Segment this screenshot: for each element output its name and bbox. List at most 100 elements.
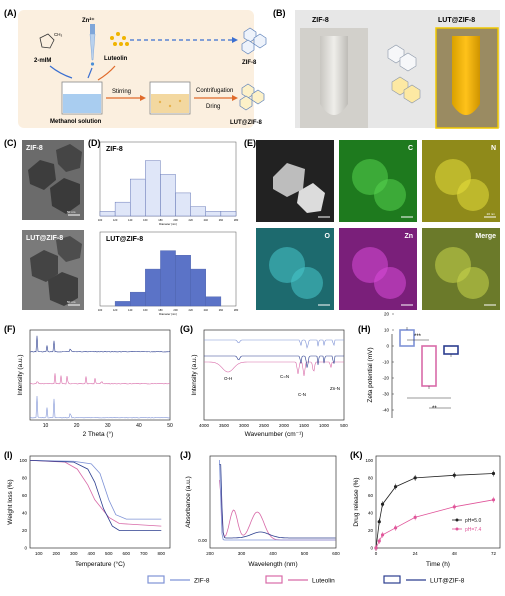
release-line [376,474,494,549]
panel-d: (D) 100 120 140 160 180 200 220 240 260 280 Diamet… [88,138,239,316]
eds-scale-label: 20 nm [487,212,496,216]
tga-line-zif8 [30,460,161,519]
histogram-tick: 120 [113,308,118,312]
histogram-bar [145,269,160,306]
histogram-bar [130,179,145,216]
histogram-bar [100,211,115,216]
histogram-xlabel: Diameter (nm) [159,222,177,226]
ftir-tick-label: 3000 [239,423,250,428]
histogram-bar [115,202,130,216]
eds-signal [457,267,489,299]
tga-ytick-label: 20 [22,528,28,533]
histogram-tick: 100 [98,308,103,312]
tga-line-luteolin [30,460,161,526]
histogram-bar [160,174,175,216]
histogram-bar [176,193,191,216]
histogram-xlabel: Diameter (nm) [159,312,177,316]
ftir-ylabel: Intensity (a.u.) [191,354,198,395]
panel-k-letter: (K) [350,450,363,460]
panel-k: (K) 0 24 48 72100806040200 pH=5.0pH=7.4 Tim… [350,450,500,568]
histogram-tick: 140 [128,218,133,222]
release-legend-marker [456,519,459,522]
ftir-tick-label: 3500 [219,423,230,428]
vial-zif8-label: ZIF-8 [312,17,329,24]
ftir-tick-label: 1000 [319,423,330,428]
histogram-title: LUT@ZIF-8 [106,236,143,243]
release-point [453,474,456,477]
zeta-tick-label: -30 [382,392,389,397]
histogram-tick: 160 [143,218,148,222]
release-point [414,516,417,519]
histogram-tick: 160 [143,308,148,312]
ftir-line-zif8 [204,340,344,348]
xrd-line-zif8 [30,396,170,418]
tga-ticks: 100 200 300 400 500 600 700 800100806040200 [19,458,165,556]
histogram-tick: 280 [234,308,239,312]
release-point [381,503,384,506]
uv-axes [210,456,336,548]
beaker-mixture-icon [150,82,190,114]
ftir-xlabel: Wavenumber (cm⁻¹) [245,431,304,438]
tga-xtick-label: 300 [70,551,78,556]
panel-j: (J) 200 300 400 500 6000.00 Wavelength (nm) … [180,450,340,568]
histogram-lut: 100 120 140 160 180 200 220 240 260 280 Diameter (… [98,232,239,316]
eds-tile-label: Merge [475,233,496,240]
histogram-bar [160,251,175,306]
xrd-tick-label: 10 [43,423,49,429]
eds-signal [374,267,406,299]
tga-xtick-label: 400 [87,551,95,556]
release-ylabel: Drug release (%) [353,477,360,526]
zeta-bar [400,330,414,346]
zeta-tick-label: 0 [386,344,389,349]
scale-bar-label: 50 nm [67,300,76,304]
panel-h: (H) 20 10 0 -10 -20 -30 -40 *** ** Zeta potent… [358,312,458,419]
histogram-tick: 240 [204,218,209,222]
drying-label: Dring [206,104,220,110]
panel-f-letter: (F) [4,324,16,334]
uv-xtick-label: 400 [269,551,277,556]
eds-tile-label: Zn [404,233,413,240]
release-ytick-label: 0 [370,546,373,551]
release-ytick-label: 60 [368,493,374,498]
beaker-methanol-icon [62,82,102,114]
tga-xtick-label: 800 [157,551,165,556]
panel-e-letter: (E) [244,138,256,148]
ftir-annotation-znn: Zn-N [330,386,340,391]
xrd-ylabel: Intensity (a.u.) [17,354,24,395]
panel-i: (I) 100 200 300 400 500 600 700 800100806040200… [4,450,170,568]
xrd-tick-label: 40 [136,423,142,429]
eds-signal [291,267,323,299]
zeta-tick-label: -10 [382,360,389,365]
xrd-line-lut [30,336,170,352]
uv-ticks: 200 300 400 500 6000.00 [198,538,340,556]
tga-line-lut [30,460,161,530]
release-ytick-label: 100 [365,458,373,463]
ftir-tick-label: 500 [340,423,348,428]
vial-lut-label: LUT@ZIF-8 [438,17,475,24]
panel-i-letter: (I) [4,450,13,460]
panel-g: (G) O-H C=N C-N Zn-N 4000 3500 3000 2500 200… [180,324,348,438]
ftir-tick-label: 4000 [199,423,210,428]
ftir-x-ticks: 4000 3500 3000 2500 2000 1500 1000 500 [199,423,348,428]
release-point [394,526,397,529]
histogram-bar [206,297,221,306]
release-legend-label: pH=7.4 [465,527,481,533]
xrd-tick-label: 50 [167,423,173,429]
vial-zif8 [320,36,348,115]
uv-xtick-label: 600 [332,551,340,556]
histogram-bar [115,301,130,306]
eds-tile-label: O [325,233,331,240]
histogram-tick: 260 [219,308,224,312]
tga-xtick-label: 100 [35,551,43,556]
release-xtick-label: 0 [375,551,378,556]
release-point [378,539,381,542]
ftir-tick-label: 1500 [299,423,310,428]
tga-xtick-label: 600 [122,551,130,556]
histogram-bar [191,269,206,306]
uv-ytick-label: 0.00 [198,538,207,543]
sig-top: *** [414,334,422,340]
ftir-tick-label: 2000 [279,423,290,428]
release-ticks: 0 24 48 72100806040200 [365,458,496,556]
luteolin-label: Luteolin [104,56,128,62]
histogram-tick: 220 [189,218,194,222]
